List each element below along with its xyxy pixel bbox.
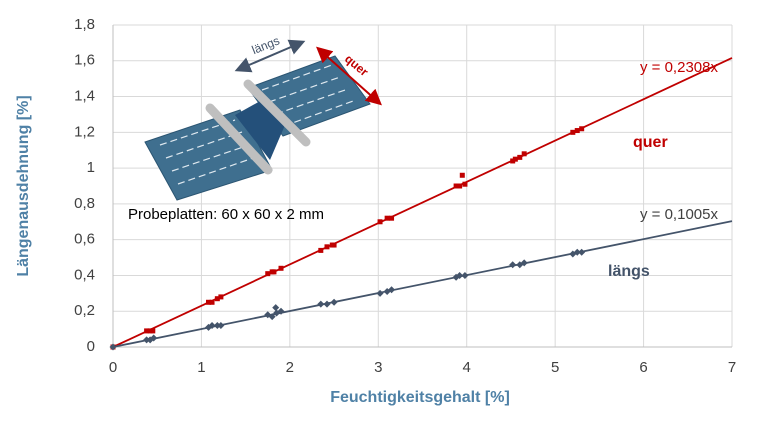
point — [268, 313, 276, 321]
point — [265, 271, 271, 277]
point — [272, 304, 280, 312]
clamp — [243, 79, 311, 147]
x-tick-label: 3 — [374, 359, 382, 376]
point — [143, 336, 151, 344]
point — [520, 259, 528, 267]
point — [521, 151, 527, 157]
point — [109, 343, 117, 351]
point — [573, 248, 581, 256]
point — [323, 300, 331, 308]
y-tick-label: 1,2 — [74, 123, 95, 140]
trendline-label: y = 0,2308x — [640, 59, 718, 76]
point — [388, 286, 396, 294]
point — [574, 128, 580, 134]
y-tick-label: 0,8 — [74, 195, 95, 212]
point — [278, 265, 284, 271]
neck — [235, 100, 285, 160]
x-tick-label: 2 — [286, 359, 294, 376]
annotation: Probeplatten: 60 x 60 x 2 mm — [128, 206, 324, 223]
point — [570, 129, 576, 135]
point — [389, 215, 395, 221]
y-tick-label: 1,4 — [74, 88, 95, 105]
point — [150, 334, 158, 342]
point — [277, 307, 285, 315]
point — [453, 183, 459, 189]
point — [213, 322, 221, 330]
x-tick-label: 1 — [197, 359, 205, 376]
point — [208, 322, 216, 330]
specimen-illustration: längs quer — [144, 33, 382, 201]
clamp — [205, 103, 273, 175]
point — [462, 181, 468, 187]
series-label: quer — [633, 134, 668, 151]
point — [512, 156, 518, 162]
point — [271, 269, 277, 275]
point — [217, 322, 225, 330]
arrow — [316, 46, 382, 106]
y-axis-title: Längenausdehnung [%] — [15, 95, 32, 276]
point — [331, 242, 337, 248]
point — [324, 244, 330, 250]
arrow — [234, 39, 306, 73]
y-tick-label: 0,2 — [74, 302, 95, 319]
x-tick-label: 5 — [551, 359, 559, 376]
point — [578, 248, 586, 256]
point — [457, 183, 463, 189]
trendline-label: y = 0,1005x — [640, 206, 718, 223]
point — [318, 247, 324, 253]
point — [384, 215, 390, 221]
point — [317, 300, 325, 308]
y-tick-label: 1 — [87, 159, 95, 176]
y-tick-label: 1,6 — [74, 52, 95, 69]
point — [517, 154, 523, 160]
point — [461, 271, 469, 279]
point — [459, 172, 465, 178]
point — [206, 299, 212, 305]
x-tick-label: 4 — [463, 359, 471, 376]
point — [510, 158, 516, 164]
point — [150, 328, 156, 334]
trendline — [112, 57, 733, 348]
point — [579, 126, 585, 132]
y-tick-label: 1,8 — [74, 16, 95, 33]
y-tick-label: 0 — [87, 338, 95, 355]
point — [144, 328, 150, 334]
x-tick-label: 6 — [639, 359, 647, 376]
point — [147, 328, 153, 334]
point — [218, 294, 224, 300]
point — [330, 298, 338, 306]
point — [377, 219, 383, 225]
x-tick-label: 7 — [728, 359, 736, 376]
series-label: längs — [608, 263, 650, 280]
y-tick-label: 0,4 — [74, 266, 95, 283]
point — [376, 289, 384, 297]
y-tick-label: 0,6 — [74, 231, 95, 248]
point — [214, 296, 220, 302]
x-tick-label: 0 — [109, 359, 117, 376]
x-axis-title: Feuchtigkeitsgehalt [%] — [330, 389, 510, 406]
point — [209, 299, 215, 305]
point — [456, 271, 464, 279]
point — [509, 261, 517, 269]
